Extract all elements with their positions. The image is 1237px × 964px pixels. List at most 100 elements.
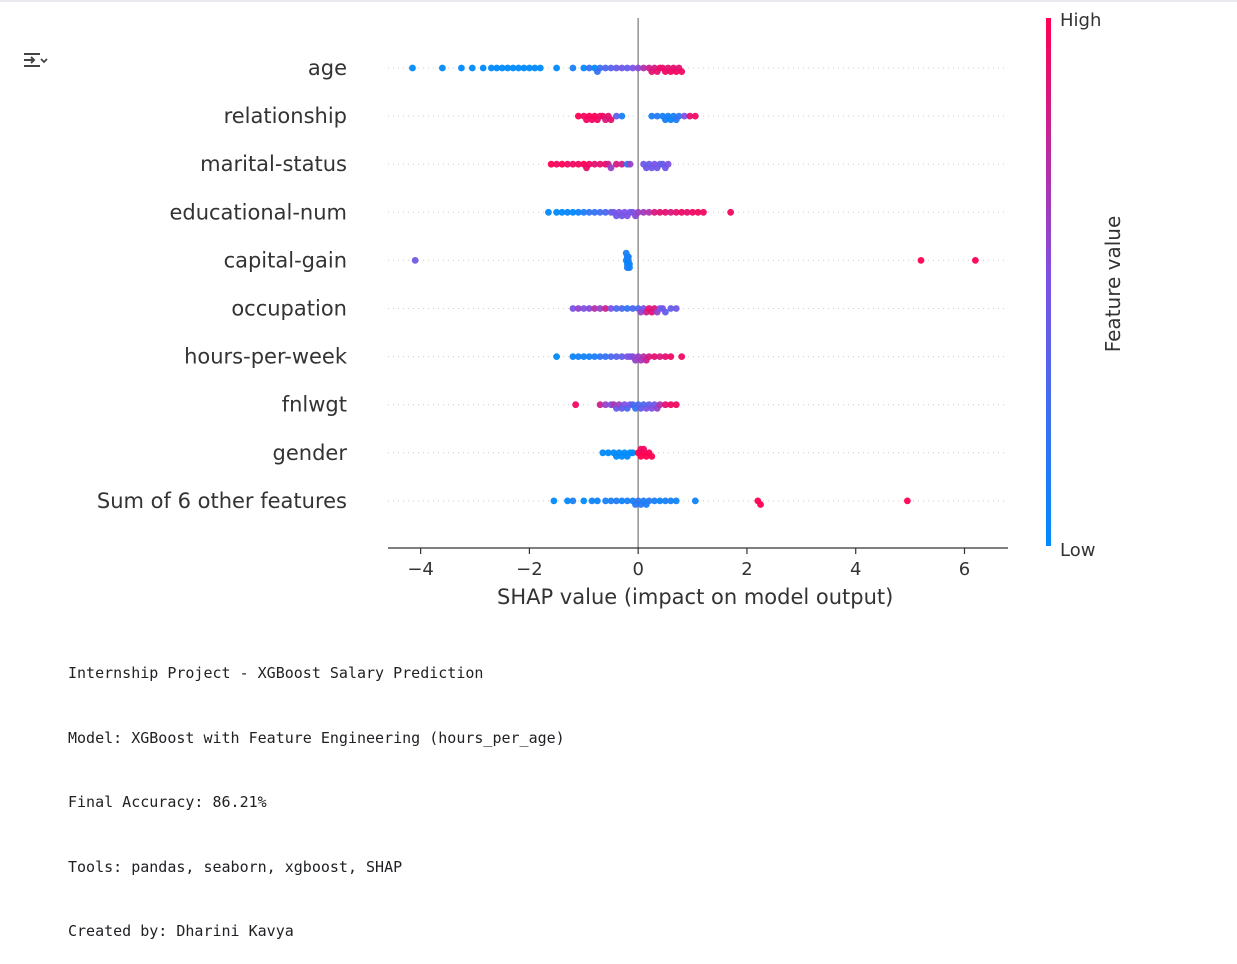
shap-point <box>661 497 669 505</box>
shap-point <box>585 208 593 216</box>
shap-point <box>672 208 680 216</box>
shap-point <box>591 208 599 216</box>
feature-label: relationship <box>224 104 347 128</box>
feature-label: age <box>308 56 347 80</box>
console-line: Model: XGBoost with Feature Engineering … <box>68 728 565 747</box>
shap-point <box>580 497 588 505</box>
shap-point <box>700 208 707 216</box>
shap-point <box>580 208 588 216</box>
output-settings-icon[interactable] <box>20 48 50 76</box>
feature-label: Sum of 6 other features <box>97 489 347 513</box>
shap-point <box>678 208 686 216</box>
shap-point <box>574 353 582 360</box>
shap-point <box>667 401 675 409</box>
shap-point <box>604 449 612 457</box>
shap-point <box>648 453 656 460</box>
x-tick-label: −4 <box>407 559 434 580</box>
console-line: Final Accuracy: 86.21% <box>68 793 267 811</box>
shap-point <box>757 501 764 508</box>
shap-point <box>667 305 675 312</box>
shap-point <box>515 64 522 72</box>
shap-point <box>493 64 501 72</box>
x-tick-label: 2 <box>741 559 752 580</box>
shap-point <box>626 264 633 271</box>
feature-label: occupation <box>231 297 347 321</box>
console-line: Internship Project - XGBoost Salary Pred… <box>68 664 484 682</box>
shap-point <box>645 208 653 216</box>
shap-point <box>656 401 664 409</box>
shap-point <box>727 208 735 216</box>
shap-point <box>640 64 648 72</box>
shap-point <box>686 112 694 120</box>
shap-point <box>683 208 691 216</box>
shap-point <box>596 401 604 409</box>
x-tick-label: 4 <box>850 559 861 580</box>
shap-point <box>653 112 661 120</box>
shap-point <box>613 305 620 312</box>
shap-point <box>661 401 669 409</box>
shap-point <box>656 497 664 505</box>
shap-point <box>596 305 604 312</box>
shap-point <box>613 353 620 360</box>
shap-point <box>591 160 599 168</box>
shap-point <box>585 353 593 360</box>
shap-point <box>591 353 599 360</box>
shap-point <box>667 353 675 360</box>
shap-point <box>479 64 487 72</box>
shap-point <box>596 64 604 72</box>
shap-point <box>569 497 577 505</box>
x-axis-label: SHAP value (impact on model output) <box>497 585 893 609</box>
shap-point <box>526 64 533 72</box>
shap-point <box>634 208 642 216</box>
feature-label: fnlwgt <box>282 393 347 417</box>
shap-point <box>602 401 609 409</box>
shap-point <box>558 208 566 216</box>
shap-point <box>580 353 588 360</box>
shap-point <box>569 64 577 72</box>
shap-point <box>694 208 702 216</box>
colorbar-high-label: High <box>1060 10 1101 31</box>
shap-point <box>547 160 555 168</box>
shap-point <box>622 249 630 257</box>
shap-point <box>613 112 620 120</box>
shap-point <box>487 64 495 72</box>
console-output: Internship Project - XGBoost Salary Pred… <box>68 620 565 964</box>
shap-point <box>585 160 593 168</box>
shap-point <box>572 401 580 409</box>
shap-point <box>564 497 571 505</box>
shap-point <box>664 160 672 168</box>
colorbar-low-label: Low <box>1060 540 1095 561</box>
shap-point <box>558 160 566 168</box>
shap-point <box>580 64 588 72</box>
shap-point <box>651 497 658 505</box>
shap-point <box>651 208 658 216</box>
shap-point <box>607 116 615 124</box>
shap-point <box>599 449 607 457</box>
shap-point <box>607 353 615 360</box>
shap-point <box>553 64 560 72</box>
top-border <box>0 0 1237 2</box>
shap-point <box>468 64 476 72</box>
shap-point <box>629 305 637 312</box>
shap-point <box>569 305 577 312</box>
shap-point <box>917 257 925 264</box>
shap-point <box>545 208 552 216</box>
shap-point <box>607 497 615 505</box>
shap-point <box>629 449 637 457</box>
shap-point <box>672 401 680 409</box>
shap-point <box>623 64 631 72</box>
shap-point <box>580 305 588 312</box>
shap-point <box>656 353 664 360</box>
shap-point <box>602 353 609 360</box>
shap-point <box>623 305 631 312</box>
shap-point <box>613 64 620 72</box>
shap-point <box>675 112 683 120</box>
shap-point <box>596 208 604 216</box>
shap-point <box>569 353 577 360</box>
shap-point <box>623 497 631 505</box>
shap-point <box>569 208 577 216</box>
shap-point <box>411 257 419 264</box>
shap-point <box>672 305 680 312</box>
shap-point <box>596 160 604 168</box>
shap-point <box>618 305 626 312</box>
